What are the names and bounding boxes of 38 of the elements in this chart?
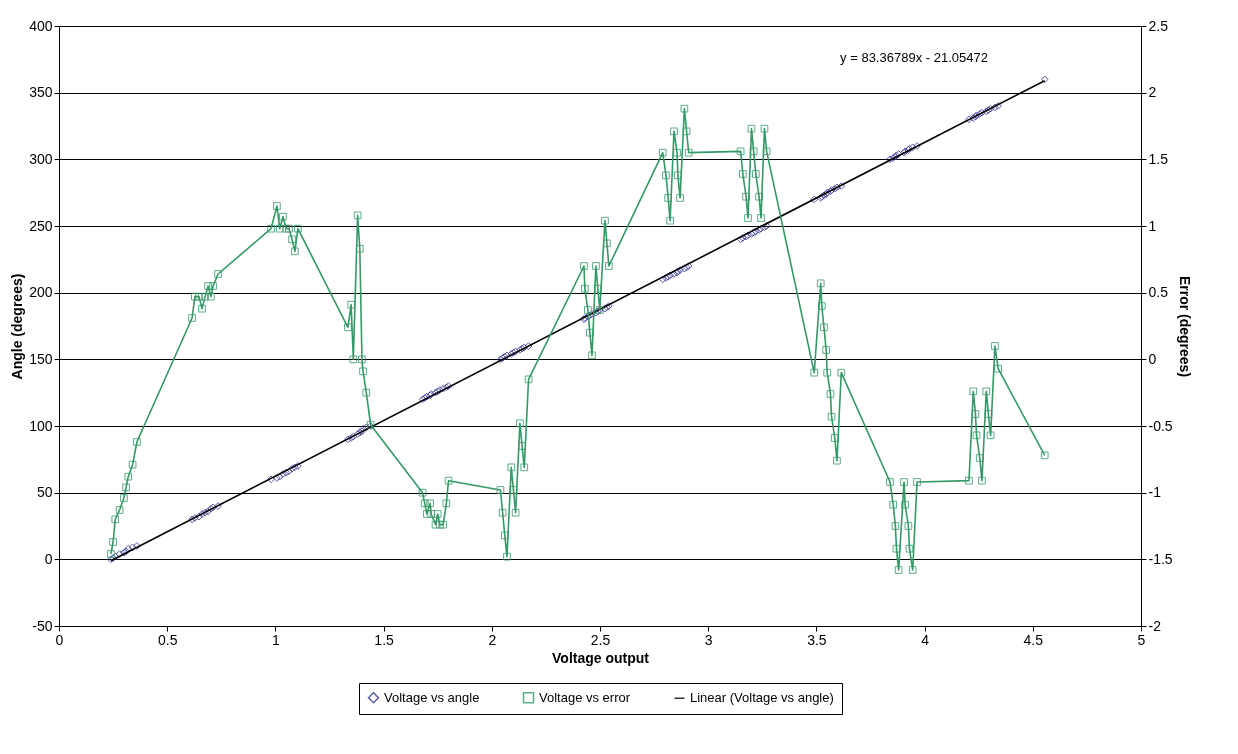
x-tick-label: 4.5 (1023, 631, 1044, 648)
annotation: y = 83.36789x - 21.05472 (840, 50, 988, 65)
y2-tick-label: 1 (1148, 217, 1157, 234)
y2-tick-label: -1.5 (1148, 550, 1173, 567)
y2-axis-title: Error (degrees) (1176, 275, 1193, 378)
y-tick-label: 200 (29, 284, 53, 301)
y-tick-label: 300 (29, 150, 53, 167)
x-tick-label: 2.5 (590, 631, 611, 648)
y-tick-label: 350 (29, 84, 53, 101)
y2-tick-label: 2 (1148, 84, 1157, 101)
y-axis-title: Angle (degrees) (9, 273, 26, 380)
x-tick-label: 3.5 (807, 631, 827, 648)
y2-tick-label: 2.5 (1148, 17, 1169, 34)
x-axis-title: Voltage output (552, 649, 650, 666)
x-tick-label: 2 (488, 631, 497, 648)
x-tick-label: 0 (55, 631, 64, 648)
legend-label: Voltage vs angle (384, 689, 480, 705)
x-tick-label: 3 (704, 631, 713, 648)
y-tick-label: -50 (32, 617, 53, 634)
x-tick-label: 1 (272, 631, 280, 648)
y-tick-label: 150 (29, 350, 53, 367)
y2-tick-label: -2 (1148, 617, 1162, 634)
legend-label: Voltage vs error (539, 689, 631, 705)
y-tick-label: 400 (29, 17, 53, 34)
x-tick-label: 4 (921, 631, 930, 648)
y2-tick-label: 0 (1148, 350, 1157, 367)
y2-tick-label: 1.5 (1148, 150, 1169, 167)
y-tick-label: 50 (36, 484, 53, 501)
x-tick-label: 1.5 (374, 631, 395, 648)
y-tick-label: 250 (29, 217, 53, 234)
y2-tick-label: 0.5 (1148, 284, 1169, 301)
y2-tick-label: -1 (1148, 484, 1162, 501)
y-tick-label: 100 (29, 417, 53, 434)
x-tick-label: 0.5 (157, 631, 178, 648)
legend-label: Linear (Voltage vs angle) (690, 690, 834, 706)
y-tick-label: 0 (44, 550, 53, 567)
x-tick-label: 5 (1137, 631, 1146, 648)
y2-tick-label: -0.5 (1148, 417, 1173, 434)
